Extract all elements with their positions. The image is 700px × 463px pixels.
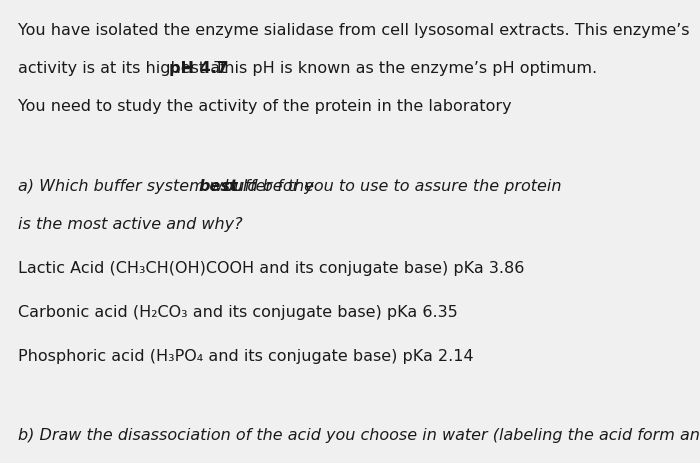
Text: a) Which buffer system would be the: a) Which buffer system would be the — [18, 179, 318, 194]
Text: buffer for you to use to assure the protein: buffer for you to use to assure the prot… — [219, 179, 561, 194]
Text: activity is at its highest at: activity is at its highest at — [18, 61, 231, 76]
Text: Carbonic acid (H₂CO₃ and its conjugate base) pKa 6.35: Carbonic acid (H₂CO₃ and its conjugate b… — [18, 304, 457, 319]
Text: pH 4.7: pH 4.7 — [169, 61, 228, 76]
Text: Lactic Acid (CH₃CH(OH)COOH and its conjugate base) pKa 3.86: Lactic Acid (CH₃CH(OH)COOH and its conju… — [18, 260, 524, 275]
Text: is the most active and why?: is the most active and why? — [18, 217, 242, 232]
Text: best: best — [199, 179, 239, 194]
Text: b) Draw the disassociation of the acid you choose in water (labeling the acid fo: b) Draw the disassociation of the acid y… — [18, 427, 700, 443]
Text: You need to study the activity of the protein in the laboratory: You need to study the activity of the pr… — [18, 99, 511, 114]
Text: .  This pH is known as the enzyme’s pH optimum.: . This pH is known as the enzyme’s pH op… — [199, 61, 597, 76]
Text: Phosphoric acid (H₃PO₄ and its conjugate base) pKa 2.14: Phosphoric acid (H₃PO₄ and its conjugate… — [18, 348, 473, 363]
Text: You have isolated the enzyme sialidase from cell lysosomal extracts. This enzyme: You have isolated the enzyme sialidase f… — [18, 23, 689, 38]
